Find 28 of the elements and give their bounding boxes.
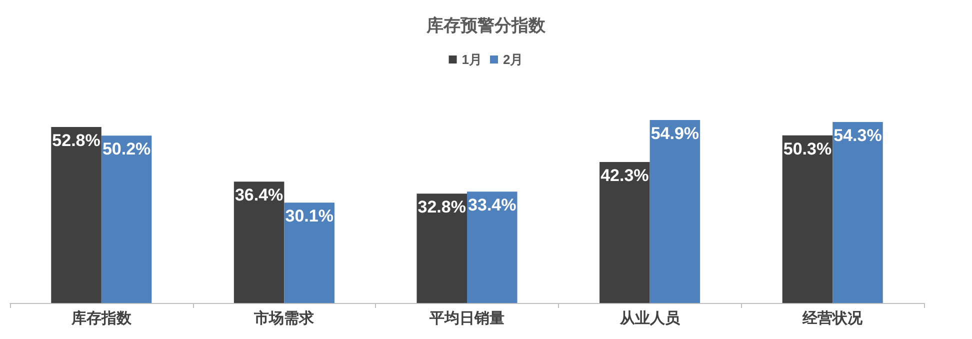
x-tick-label: 库存指数 [70,309,132,327]
data-label: 52.8% [52,131,100,150]
data-label: 30.1% [285,206,334,226]
data-label: 33.4% [468,196,516,215]
bar [467,192,518,303]
data-label: 54.9% [650,124,700,143]
bar [101,136,152,303]
data-label: 50.2% [102,140,151,159]
bar [782,135,833,303]
x-tick-label: 市场需求 [253,309,316,327]
x-tick-label: 经营状况 [802,310,864,327]
data-label: 42.3% [600,166,649,185]
legend-label: 2月 [503,52,524,67]
data-label: 32.8% [418,198,466,217]
x-tick-label: 从业人员 [618,310,681,327]
data-label: 36.4% [234,186,284,205]
bar [284,202,334,303]
bar [234,182,284,303]
bar [416,194,467,303]
chart-title: 库存预警分指数 [426,16,546,35]
bar [832,122,883,303]
x-tick-label: 平均日销量 [428,310,504,327]
bar [650,120,700,303]
legend-label: 1月 [462,52,482,67]
data-label: 54.3% [834,126,882,145]
bar [600,162,650,303]
data-label: 50.3% [783,139,832,158]
bar [51,127,102,303]
